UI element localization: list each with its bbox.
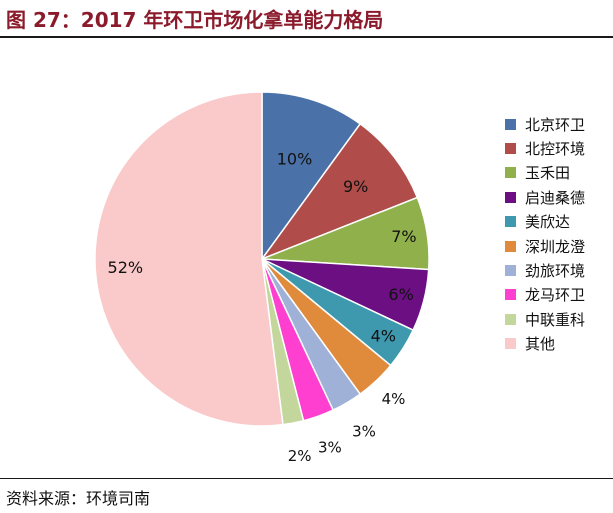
legend-swatch	[505, 191, 516, 203]
source-divider	[0, 478, 613, 479]
data-label: 3%	[318, 439, 342, 457]
legend-item: 深圳龙澄	[505, 234, 585, 258]
data-label: 7%	[391, 227, 416, 246]
figure-title: 图 27：2017 年环卫市场化拿单能力格局	[6, 8, 384, 32]
legend-item: 启迪桑德	[505, 185, 585, 209]
legend-label: 北京环卫	[525, 115, 586, 134]
legend-item: 劲旅环境	[505, 258, 585, 282]
legend-swatch	[505, 313, 516, 325]
data-label: 9%	[343, 177, 368, 196]
data-label: 3%	[352, 423, 376, 441]
legend-label: 美欣达	[525, 213, 571, 232]
legend-item: 北控环境	[505, 136, 585, 160]
legend-item: 中联重科	[505, 307, 585, 331]
legend-swatch	[505, 289, 516, 301]
source-note: 资料来源：环境司南	[6, 489, 151, 508]
chart-legend: 北京环卫北控环境玉禾田启迪桑德美欣达深圳龙澄劲旅环境龙马环卫中联重科其他	[505, 112, 585, 356]
data-label: 4%	[382, 390, 406, 408]
legend-label: 玉禾田	[525, 164, 571, 183]
pie-slice	[259, 122, 419, 261]
legend-item: 玉禾田	[505, 161, 585, 185]
pie-slice	[94, 91, 284, 427]
legend-swatch	[505, 265, 516, 277]
legend-label: 龙马环卫	[525, 286, 586, 305]
legend-item: 北京环卫	[505, 112, 585, 136]
legend-item: 美欣达	[505, 210, 585, 234]
data-label: 52%	[108, 258, 144, 277]
data-label: 2%	[288, 447, 312, 465]
legend-label: 其他	[525, 335, 556, 354]
pie-chart: 10% 9% 7% 6% 4% 4% 3% 3% 2% 52%	[94, 91, 430, 465]
legend-swatch	[505, 240, 516, 252]
data-label: 4%	[371, 327, 396, 346]
legend-swatch	[505, 118, 516, 130]
legend-label: 深圳龙澄	[525, 237, 586, 256]
pie-slice	[261, 91, 362, 262]
legend-item: 其他	[505, 332, 585, 356]
legend-swatch	[505, 216, 516, 228]
title-divider	[0, 36, 613, 38]
legend-item: 龙马环卫	[505, 283, 585, 307]
legend-label: 劲旅环境	[525, 262, 586, 281]
legend-label: 北控环境	[525, 140, 586, 159]
legend-swatch	[505, 338, 516, 350]
data-label: 10%	[277, 149, 313, 168]
legend-label: 启迪桑德	[525, 188, 586, 207]
data-label: 6%	[388, 285, 413, 304]
legend-swatch	[505, 167, 516, 179]
legend-swatch	[505, 143, 516, 155]
legend-label: 中联重科	[525, 310, 586, 329]
